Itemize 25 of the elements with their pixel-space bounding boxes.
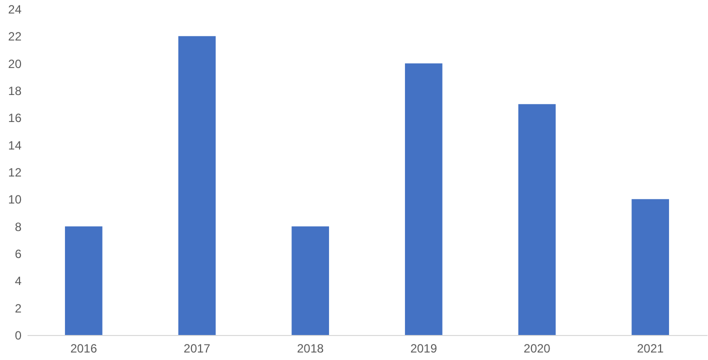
y-tick-label: 24 <box>8 2 22 16</box>
x-tick-label: 2017 <box>184 342 211 356</box>
x-tick-label: 2019 <box>410 342 438 356</box>
x-tick-label: 2021 <box>636 342 664 356</box>
y-tick-label: 18 <box>8 84 22 98</box>
bar <box>518 104 556 335</box>
y-tick-label: 10 <box>8 192 22 207</box>
y-tick-label: 12 <box>8 166 22 180</box>
y-tick-label: 14 <box>8 138 22 152</box>
y-tick-label: 2 <box>14 301 22 316</box>
x-tick-label: 2016 <box>70 342 98 356</box>
x-tick-label: 2020 <box>524 342 551 356</box>
bar <box>632 199 670 335</box>
bar <box>292 226 330 335</box>
y-tick-label: 20 <box>8 56 22 71</box>
y-tick-label: 16 <box>8 111 22 126</box>
y-tick-label: 8 <box>14 220 22 234</box>
y-tick-label: 22 <box>8 30 22 44</box>
x-tick-label: 2018 <box>296 342 324 356</box>
y-tick-label: 6 <box>14 247 22 261</box>
y-tick-label: 0 <box>14 328 22 342</box>
bar <box>64 226 102 335</box>
y-tick-label: 4 <box>14 274 22 288</box>
bar <box>178 36 216 335</box>
bar <box>404 63 442 335</box>
